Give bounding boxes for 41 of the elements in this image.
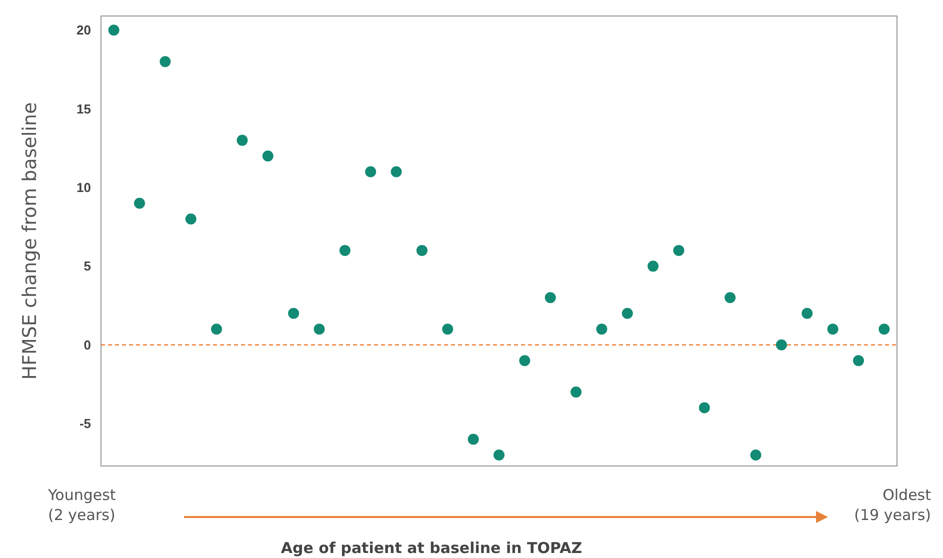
- point: [211, 324, 222, 335]
- y-tick-label: 15: [76, 101, 91, 116]
- point: [468, 434, 479, 445]
- point: [673, 244, 684, 256]
- point: [134, 198, 146, 209]
- text: Youngest (2 years): [47, 486, 116, 524]
- point: [339, 244, 350, 256]
- y-axis-title: HFMSE change from baseline: [19, 102, 41, 380]
- y-tick-label: 0: [84, 337, 91, 352]
- point: [648, 260, 659, 272]
- x-axis-title: Age of patient at baseline in TOPAZ: [280, 539, 582, 557]
- y-tick-label: 10: [76, 180, 91, 196]
- text: Oldest (19 years): [854, 486, 932, 524]
- point: [494, 449, 504, 460]
- point: [288, 308, 300, 319]
- point: [724, 292, 736, 304]
- point: [442, 324, 454, 335]
- point: [852, 355, 864, 366]
- point: [416, 244, 428, 256]
- point: [519, 355, 530, 366]
- point: [570, 386, 582, 398]
- point: [365, 166, 376, 178]
- point: [108, 24, 120, 36]
- y-tick-label: 20: [76, 22, 91, 38]
- point: [827, 324, 838, 335]
- point: [160, 56, 171, 68]
- point: [878, 324, 890, 335]
- point: [314, 324, 325, 335]
- point: [750, 449, 762, 460]
- point: [185, 213, 196, 224]
- point: [776, 339, 787, 350]
- point: [236, 134, 248, 146]
- point: [544, 292, 556, 304]
- point: [262, 150, 274, 162]
- point: [390, 166, 402, 178]
- point: [622, 308, 633, 319]
- y-tick-label: -5: [79, 416, 91, 432]
- point: [596, 324, 608, 335]
- point: [802, 308, 813, 319]
- y-tick-label: 5: [84, 258, 91, 274]
- point: [698, 402, 710, 414]
